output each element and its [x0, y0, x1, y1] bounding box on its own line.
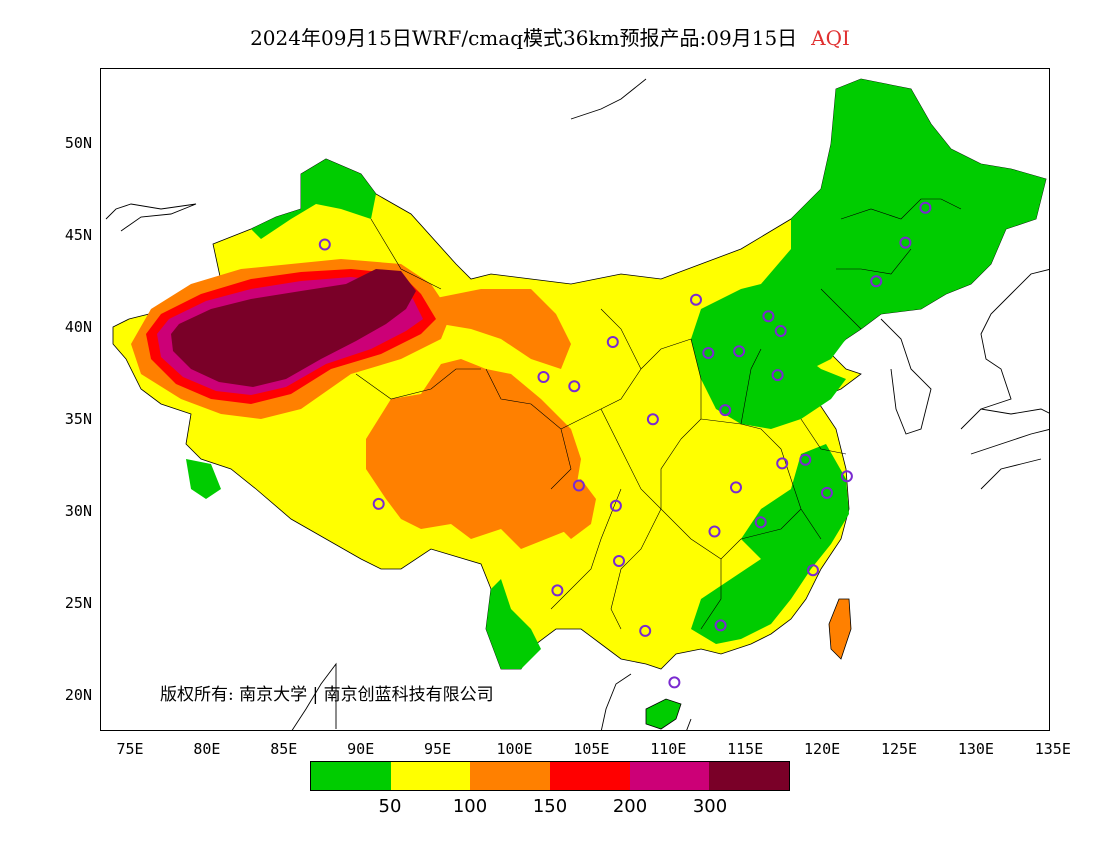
lon-label: 95E	[424, 740, 452, 758]
lon-label: 135E	[1034, 740, 1071, 758]
station-marker	[919, 201, 932, 214]
legend-label: 100	[452, 796, 488, 817]
legend-swatch	[709, 762, 790, 790]
station-marker	[733, 345, 746, 358]
lon-label: 75E	[116, 740, 144, 758]
station-marker	[771, 369, 784, 382]
coast-mongolia-ref	[105, 78, 647, 232]
lon-label: 115E	[727, 740, 764, 758]
station-marker	[730, 481, 742, 494]
coast-southeast-asia	[291, 662, 692, 730]
lat-label: 45N	[64, 226, 92, 244]
green-northchina-plain	[691, 309, 846, 429]
legend-swatch	[390, 762, 471, 790]
station-marker	[613, 555, 625, 567]
lon-label: 85E	[270, 740, 298, 758]
lon-label: 110E	[650, 740, 687, 758]
legend-label: 150	[532, 796, 568, 817]
taiwan	[828, 598, 852, 660]
province-boundaries	[355, 198, 962, 630]
station-marker	[690, 293, 702, 306]
green-southeast	[691, 444, 849, 644]
green-yunnan-west	[486, 579, 541, 669]
green-northeast	[701, 79, 1046, 369]
copyright-text: 版权所有: 南京大学 | 南京创蓝科技有限公司	[160, 685, 494, 705]
lon-label: 125E	[880, 740, 918, 758]
legend-label: 200	[612, 796, 648, 817]
green-north-strip	[251, 159, 376, 239]
lat-label: 25N	[64, 594, 92, 612]
map-title: 2024年09月15日WRF/cmaq模式36km预报产品:09月15日 AQI	[0, 22, 1100, 51]
coast-korea-japan	[880, 269, 1049, 490]
legend-swatch	[629, 762, 710, 790]
lat-label: 40N	[64, 318, 92, 336]
legend-swatch	[550, 762, 630, 790]
station-marker	[807, 564, 819, 577]
station-marker	[719, 404, 732, 417]
legend-colorbar	[310, 761, 790, 791]
lat-label: 30N	[64, 502, 92, 520]
stations-layer	[318, 201, 932, 689]
lon-label: 100E	[496, 740, 533, 758]
legend-swatch	[470, 762, 551, 790]
legend-label: 300	[692, 796, 728, 817]
map-frame	[100, 68, 1050, 731]
station-marker	[708, 525, 721, 538]
station-marker	[774, 325, 787, 337]
lon-label: 80E	[193, 740, 221, 758]
lon-label: 120E	[804, 740, 841, 758]
station-marker	[646, 413, 659, 426]
station-marker	[702, 347, 715, 359]
station-marker	[870, 275, 883, 288]
station-marker	[754, 516, 767, 529]
station-marker	[776, 457, 789, 470]
lat-label: 35N	[64, 410, 92, 428]
lon-label: 105E	[573, 740, 610, 758]
station-marker	[639, 624, 652, 637]
station-marker	[572, 479, 585, 492]
station-marker	[537, 371, 550, 383]
darkred-core	[171, 269, 416, 387]
station-marker	[372, 497, 385, 510]
green-hainan	[645, 698, 682, 730]
legend-label: 50	[378, 796, 402, 817]
aqi-map	[105, 78, 1049, 730]
station-marker	[668, 676, 681, 689]
lon-label: 90E	[347, 740, 375, 758]
station-marker	[820, 486, 833, 499]
station-marker	[551, 584, 564, 597]
green-tibet-west	[186, 459, 221, 499]
station-marker	[840, 470, 853, 483]
station-marker	[799, 453, 812, 466]
lat-label: 20N	[64, 686, 92, 704]
station-marker	[568, 380, 581, 393]
lat-label: 50N	[64, 134, 92, 152]
title-main: 2024年09月15日WRF/cmaq模式36km预报产品:09月15日	[250, 26, 798, 50]
legend-swatch	[311, 762, 391, 790]
title-variable: AQI	[811, 26, 850, 50]
station-marker	[899, 236, 912, 249]
lon-label: 130E	[957, 740, 994, 758]
orange-sichuan	[556, 479, 596, 539]
station-marker	[609, 499, 622, 512]
station-marker	[714, 619, 727, 632]
orange-gansu	[431, 289, 571, 369]
orange-plateau	[366, 359, 586, 549]
station-marker	[606, 336, 619, 348]
station-marker	[318, 238, 331, 251]
station-marker	[762, 310, 775, 323]
